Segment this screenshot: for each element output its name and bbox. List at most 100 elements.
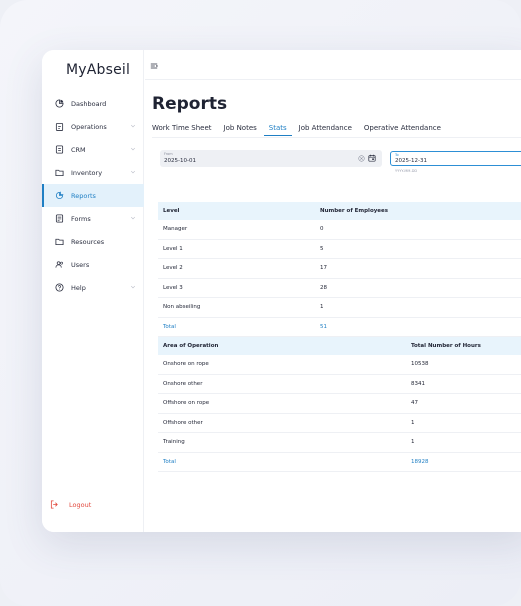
from-date-value: 2025-10-01 (164, 158, 196, 164)
logout-button[interactable]: Logout (50, 500, 91, 509)
folder-icon (55, 237, 64, 246)
report-tabs: Work Time Sheet Job Notes Stats Job Attenda… (152, 124, 453, 136)
chevron-down-icon (130, 124, 136, 128)
clear-icon[interactable] (358, 155, 365, 162)
pie-chart-icon (55, 191, 64, 200)
page-title: Reports (152, 94, 228, 114)
table-row: Level 1 5 (158, 240, 521, 259)
row-label: Onshore on rope (163, 361, 209, 368)
clipboard-icon (55, 122, 64, 131)
sidebar-item-label: Inventory (71, 168, 103, 177)
total-value: 51 (320, 323, 327, 330)
table-header-row: Area of Operation Total Number of Hours (158, 337, 521, 355)
dashboard-icon (55, 99, 64, 108)
table-row: Offshore on rope 47 (158, 394, 521, 414)
sidebar-item-label: Dashboard (71, 99, 107, 108)
row-label: Non abseiling (163, 304, 201, 311)
table-row: Onshore on rope 10538 (158, 355, 521, 375)
to-date-field[interactable]: To 2025-12-31 (390, 151, 521, 166)
table-header-row: Level Number of Employees (158, 202, 521, 220)
to-date-label: To (395, 153, 399, 157)
total-label: Total (163, 458, 176, 465)
sidebar-item-crm[interactable]: CRM (42, 138, 144, 161)
row-label: Offshore on rope (163, 400, 210, 407)
sidebar-item-dashboard[interactable]: Dashboard (42, 92, 144, 115)
table-row: Level 2 17 (158, 259, 521, 279)
sidebar-nav: Dashboard Operations CRM Inventory Reports Fo… (42, 92, 144, 299)
from-date-field[interactable]: From 2025-10-01 (160, 150, 382, 167)
form-icon (55, 214, 64, 223)
row-label: Onshore other (163, 380, 203, 387)
table-row: Non abseiling 1 (158, 298, 521, 318)
table-total-row: Total 18928 (158, 453, 521, 472)
chevron-down-icon (130, 285, 136, 289)
tabs-divider (152, 137, 521, 138)
row-value: 17 (320, 265, 327, 272)
app-window: MyAbseil Dashboard Operations CRM Inventory… (42, 50, 521, 532)
folder-icon (55, 168, 64, 177)
column-header: Area of Operation (163, 343, 219, 349)
column-header: Number of Employees (320, 208, 389, 214)
to-date-format-hint: YYYY-MM-DD (395, 169, 418, 173)
top-bar (145, 50, 521, 80)
row-value: 47 (411, 400, 418, 407)
from-date-label: From (164, 152, 173, 156)
row-label: Manager (163, 226, 188, 233)
app-logo: MyAbseil (66, 62, 131, 78)
row-label: Level 1 (163, 245, 183, 252)
table-total-row: Total 51 (158, 318, 521, 337)
row-label: Level 3 (163, 284, 183, 291)
row-value: 1 (411, 439, 415, 446)
to-date-value: 2025-12-31 (395, 158, 427, 164)
sidebar-item-label: Forms (71, 214, 91, 223)
chevron-down-icon (130, 147, 136, 151)
column-header: Level (163, 208, 180, 214)
sidebar-item-inventory[interactable]: Inventory (42, 161, 144, 184)
table-row: Onshore other 8341 (158, 375, 521, 394)
tab-operative-attendance[interactable]: Operative Attendance (363, 124, 441, 132)
total-value: 18928 (411, 458, 429, 465)
sidebar-item-forms[interactable]: Forms (42, 207, 144, 230)
logout-icon (50, 500, 58, 509)
table-row: Level 3 28 (158, 279, 521, 298)
table-row: Manager 0 (158, 220, 521, 240)
chevron-down-icon (130, 170, 136, 174)
sidebar-item-label: Reports (71, 191, 96, 200)
row-value: 1 (411, 419, 415, 426)
total-label: Total (163, 323, 176, 330)
tab-stats[interactable]: Stats (263, 124, 292, 136)
tab-job-notes[interactable]: Job Notes (223, 124, 257, 132)
table-row: Training 1 (158, 433, 521, 453)
sidebar-item-label: Resources (71, 237, 105, 246)
sidebar-item-resources[interactable]: Resources (42, 230, 144, 253)
row-value: 1 (320, 304, 324, 311)
row-value: 28 (320, 284, 327, 291)
sidebar-item-help[interactable]: Help (42, 276, 144, 299)
logout-label: Logout (69, 500, 92, 509)
sidebar-item-users[interactable]: Users (42, 253, 144, 276)
sidebar-item-operations[interactable]: Operations (42, 115, 144, 138)
chevron-down-icon (130, 216, 136, 220)
help-icon (55, 283, 64, 292)
stats-table: Level Number of Employees Manager 0 Level 1 5… (158, 202, 521, 472)
row-value: 8341 (411, 380, 425, 387)
table-row: Offshore other 1 (158, 414, 521, 433)
row-label: Level 2 (163, 265, 183, 272)
sidebar: MyAbseil Dashboard Operations CRM Inventory… (42, 50, 144, 532)
row-value: 10538 (411, 361, 429, 368)
sidebar-item-label: CRM (71, 145, 86, 154)
row-label: Offshore other (163, 419, 203, 426)
sidebar-item-reports[interactable]: Reports (42, 184, 144, 207)
row-value: 0 (320, 226, 324, 233)
menu-collapse-icon[interactable] (150, 62, 158, 70)
contacts-icon (55, 145, 64, 154)
sidebar-item-label: Users (71, 260, 90, 269)
users-icon (55, 260, 64, 269)
tab-work-time-sheet[interactable]: Work Time Sheet (152, 124, 212, 132)
row-label: Training (163, 439, 185, 446)
row-value: 5 (320, 245, 324, 252)
sidebar-item-label: Operations (71, 122, 107, 131)
tab-job-attendance[interactable]: Job Attendance (298, 124, 352, 132)
sidebar-item-label: Help (71, 283, 86, 292)
calendar-icon[interactable] (368, 154, 376, 162)
